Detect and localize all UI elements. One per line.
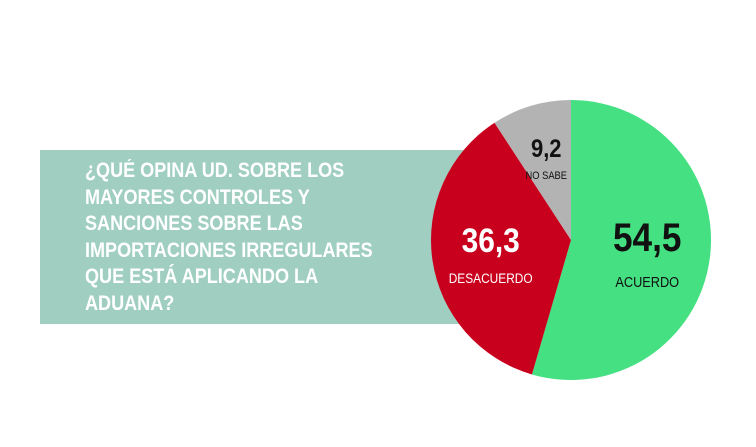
slice-label-desacuerdo: DESACUERDO	[449, 270, 533, 286]
pie-slice-acuerdo	[531, 100, 711, 380]
slice-value-no-sabe: 9,2	[531, 135, 562, 163]
pie-slice-no-sabe	[494, 100, 571, 240]
question-text: ¿QUÉ OPINA UD. SOBRE LOS MAYORES CONTROL…	[85, 159, 373, 315]
pie-slice-desacuerdo	[431, 122, 571, 375]
slice-value-desacuerdo: 36,3	[462, 221, 520, 259]
slice-label-acuerdo: ACUERDO	[615, 273, 679, 290]
slice-value-acuerdo: 54,5	[613, 215, 681, 260]
slice-label-no-sabe: NO SABE	[526, 170, 568, 182]
